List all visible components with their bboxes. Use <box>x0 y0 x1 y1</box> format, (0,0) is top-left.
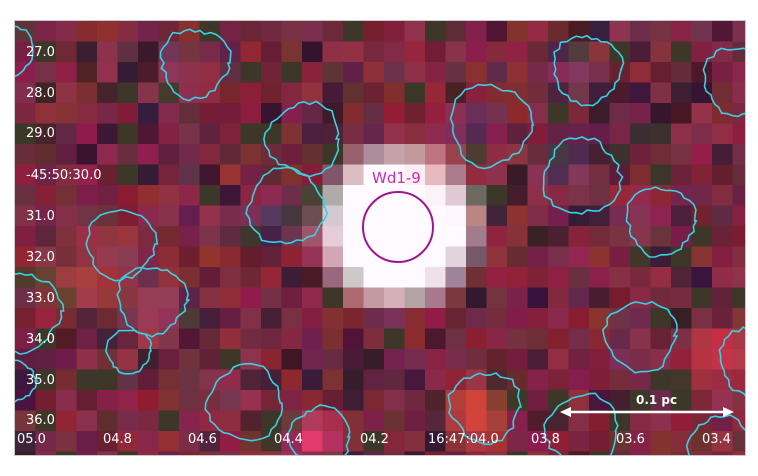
contour <box>702 47 745 118</box>
ra-tick: 04.2 <box>360 432 389 447</box>
image-panel: Wd1-9 0.1 pc 27.0 28.0 29.0 -45:50:30.0 … <box>14 20 746 456</box>
dec-tick: -45:50:30.0 <box>26 168 101 183</box>
contour <box>85 208 159 282</box>
dec-tick: 33.0 <box>26 291 55 306</box>
scale-bar: 0.1 pc <box>560 393 734 417</box>
contour <box>553 34 625 107</box>
contour <box>104 329 153 375</box>
dec-tick: 35.0 <box>26 373 55 388</box>
contour <box>204 362 284 442</box>
contour <box>15 359 39 403</box>
contour <box>449 83 535 170</box>
source-label: Wd1-9 <box>372 169 421 187</box>
contour <box>245 166 328 245</box>
sky-image: Wd1-9 0.1 pc 27.0 28.0 29.0 -45:50:30.0 … <box>15 21 745 455</box>
dec-tick: 31.0 <box>26 209 55 224</box>
contour <box>263 100 340 178</box>
dec-tick: 32.0 <box>26 250 55 265</box>
source-circle <box>362 191 434 263</box>
ra-axis: 05.0 04.8 04.6 04.4 04.2 16:47:04.0 03.8… <box>17 432 731 447</box>
contour <box>159 28 232 102</box>
cyan-contours <box>15 25 745 455</box>
contour <box>601 300 679 374</box>
scale-bar-label: 0.1 pc <box>636 393 677 407</box>
contour <box>286 404 351 455</box>
ra-tick: 03.6 <box>616 432 645 447</box>
dec-axis: 27.0 28.0 29.0 -45:50:30.0 31.0 32.0 33.… <box>26 45 101 428</box>
contour <box>116 266 191 338</box>
contour <box>542 136 624 215</box>
contour <box>685 414 745 455</box>
ra-tick: 03.4 <box>702 432 731 447</box>
contour <box>447 372 522 446</box>
ra-tick: 16:47:04.0 <box>428 432 499 447</box>
ra-tick: 04.8 <box>103 432 132 447</box>
ra-tick: 05.0 <box>17 432 46 447</box>
contour <box>718 326 745 397</box>
ra-tick: 04.6 <box>188 432 217 447</box>
contour <box>15 25 34 77</box>
pixel-grid <box>15 21 745 455</box>
dec-tick: 34.0 <box>26 332 55 347</box>
dec-tick: 29.0 <box>26 126 55 141</box>
ra-tick: 03.8 <box>531 432 560 447</box>
contour <box>15 272 65 355</box>
dec-tick: 36.0 <box>26 413 55 428</box>
dec-tick: 27.0 <box>26 45 55 60</box>
dec-tick: 28.0 <box>26 86 55 101</box>
ra-tick: 04.4 <box>274 432 303 447</box>
contour <box>625 186 698 258</box>
contour <box>543 392 619 455</box>
